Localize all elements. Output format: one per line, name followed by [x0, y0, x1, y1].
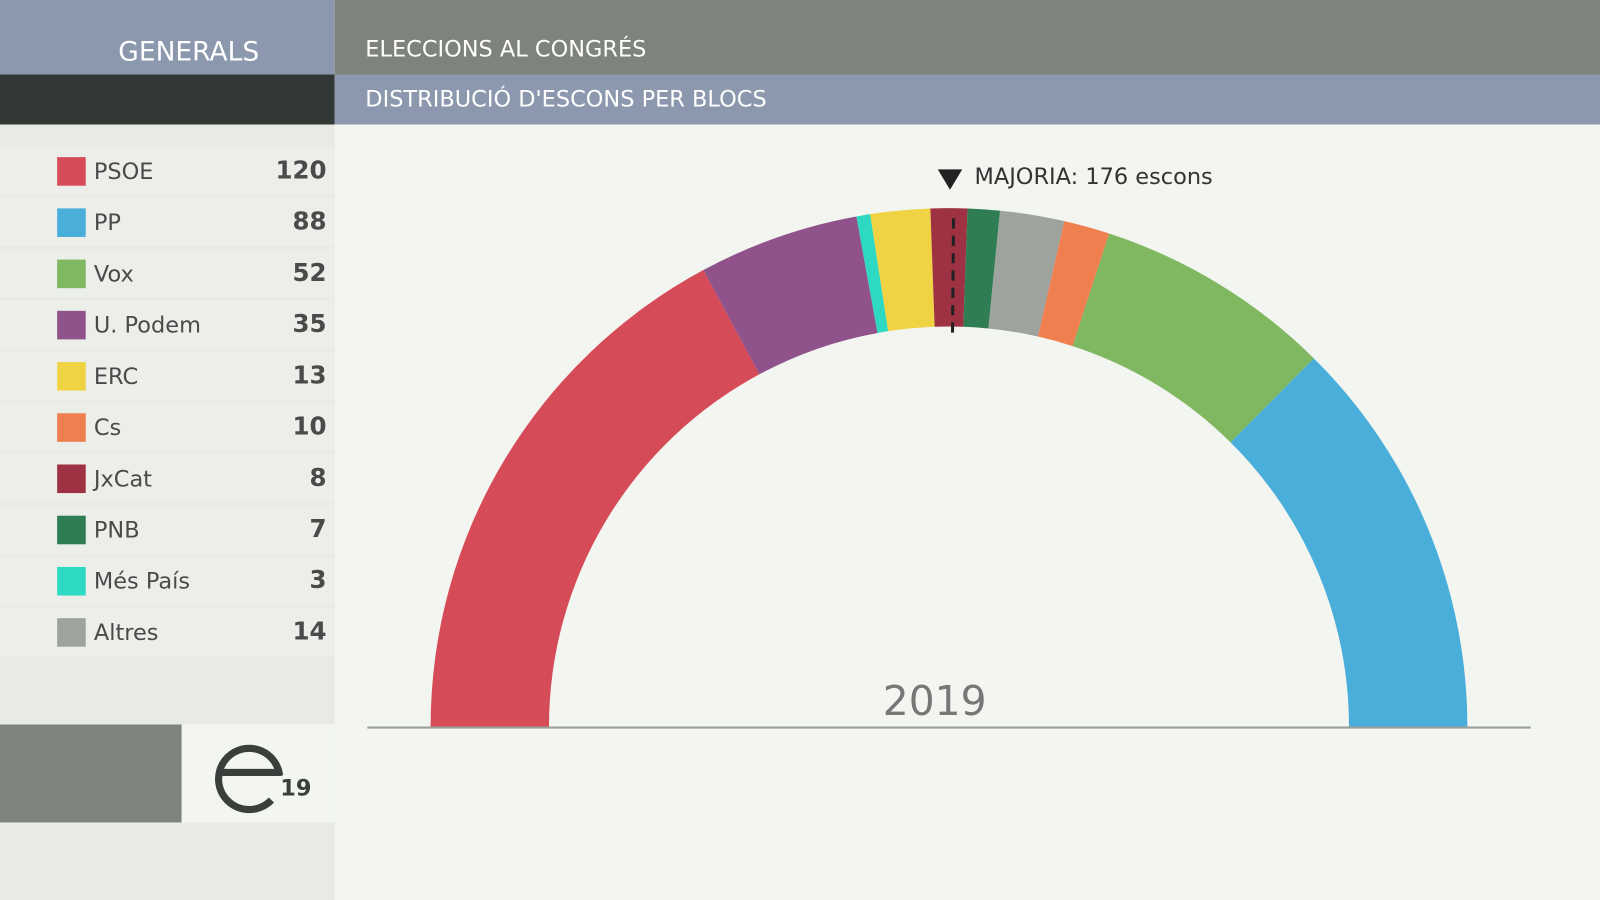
legend-swatch: [57, 413, 86, 442]
legend-row: [0, 505, 335, 554]
seat-segment: [930, 208, 968, 327]
seat-segment: [856, 214, 889, 333]
legend-name: PNB: [94, 518, 140, 544]
majority-marker: [937, 169, 963, 190]
logo-number: 19: [280, 775, 311, 801]
legend-name: JxCat: [92, 466, 152, 492]
year-label: 2019: [883, 677, 987, 725]
legend-value: 120: [275, 155, 326, 184]
subtitle-bar: [334, 74, 1600, 125]
legend-swatch: [57, 259, 86, 289]
legend-name: Altres: [94, 620, 159, 646]
legend-swatch: [57, 566, 86, 596]
section-label: GENERALS: [118, 37, 259, 68]
seat-segment: [703, 216, 878, 375]
logo-grey-box: [0, 724, 182, 823]
legend-row: [0, 403, 335, 452]
logo: 19: [215, 744, 312, 814]
legend-row: [0, 454, 335, 503]
legend: PSOE 120 PP 88 Vox 52 U. Podem 35 ERC 13 Cs 10 JxCat…: [0, 146, 335, 656]
legend-value: 7: [309, 514, 326, 543]
legend-name: PSOE: [94, 159, 154, 185]
seat-segment: [963, 208, 1001, 329]
logo-arc: [215, 744, 284, 814]
legend-row: [0, 249, 335, 298]
legend-name: Vox: [94, 261, 134, 287]
legend-value: 3: [309, 565, 326, 594]
title: ELECCIONS AL CONGRÉS: [365, 35, 646, 63]
legend-value: 88: [292, 207, 326, 236]
legend-value: 14: [292, 616, 326, 645]
legend-row: [0, 146, 335, 195]
legend-row: [0, 300, 335, 349]
legend-row: [0, 607, 335, 656]
legend-swatch: [57, 310, 86, 340]
title-bar: [334, 0, 1600, 75]
legend-value: 10: [292, 412, 326, 441]
legend-name: Cs: [94, 415, 121, 441]
hemicycle: [430, 208, 1468, 727]
legend-name: Més País: [94, 569, 190, 595]
legend-swatch: [57, 362, 86, 391]
seat-segment: [870, 208, 935, 332]
legend-row: [0, 351, 335, 400]
legend-name: PP: [94, 210, 121, 236]
legend-value: 13: [292, 360, 326, 389]
seat-segment: [430, 270, 760, 727]
legend-value: 52: [292, 258, 326, 287]
subtitle: DISTRIBUCIÓ D'ESCONS PER BLOCS: [365, 85, 766, 113]
legend-swatch: [57, 208, 86, 237]
majority-label: MAJORIA: 176 escons: [974, 164, 1212, 190]
seat-segment: [1230, 358, 1468, 727]
legend-swatch: [57, 515, 86, 545]
dark-bar: [0, 74, 335, 125]
section-bar: [0, 0, 335, 75]
seat-segment: [988, 210, 1065, 337]
legend-row: [0, 556, 335, 605]
legend-name: U. Podem: [94, 313, 201, 339]
legend-name: ERC: [94, 364, 138, 390]
legend-swatch: [57, 157, 86, 186]
legend-swatch: [57, 464, 86, 494]
seat-segment: [1037, 221, 1110, 347]
legend-value: 35: [292, 309, 326, 338]
legend-swatch: [57, 618, 86, 647]
legend-value: 8: [309, 463, 326, 492]
legend-row: [0, 198, 335, 247]
majority-line: [950, 214, 956, 333]
seat-segment: [1072, 233, 1314, 443]
